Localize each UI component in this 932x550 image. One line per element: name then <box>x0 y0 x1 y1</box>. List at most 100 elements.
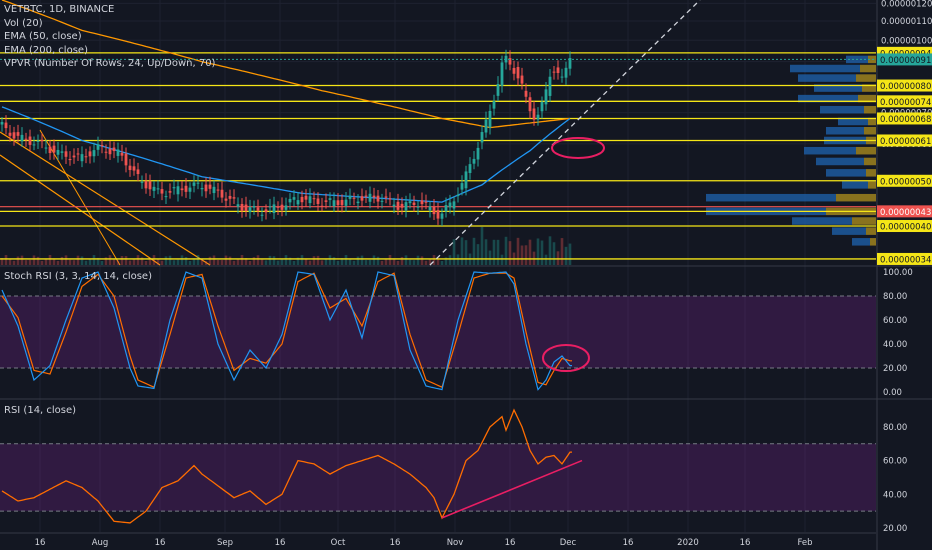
candle-body <box>320 205 324 207</box>
volume-bar <box>84 260 88 265</box>
candle-body <box>204 184 208 192</box>
rsi-title[interactable]: RSI (14, close) <box>4 405 77 416</box>
candle-body <box>372 195 376 198</box>
volume-bar <box>464 240 468 265</box>
candle-body <box>432 206 436 215</box>
volume-bar <box>88 258 92 265</box>
volume-bar <box>424 260 428 265</box>
candle-body <box>52 145 56 153</box>
volume-bar <box>64 255 68 265</box>
volume-bar <box>456 254 460 265</box>
candle-body <box>260 214 264 216</box>
candle-body <box>284 205 288 210</box>
volume-bar <box>192 258 196 265</box>
candle-body <box>296 200 300 205</box>
volume-bar <box>560 238 564 265</box>
volume-bar <box>260 259 264 265</box>
stoch-rsi-title[interactable]: Stoch RSI (3, 3, 14, 14, close) <box>4 271 152 282</box>
volume-bar <box>388 255 392 265</box>
vpvr-down-bar <box>860 64 876 73</box>
volume-bar <box>552 242 556 265</box>
candle-body <box>560 76 564 78</box>
price-level-badge-label: 0.00000034 <box>880 255 931 265</box>
candle-body <box>92 150 96 157</box>
candle-body <box>136 169 140 175</box>
candle-body <box>228 195 232 199</box>
candle-body <box>468 164 472 173</box>
volume-bar <box>68 259 72 265</box>
volume-bar <box>244 258 248 265</box>
volume-bar <box>116 260 120 265</box>
time-tick-label: 16 <box>275 538 286 548</box>
indicator-ema200[interactable]: EMA (200, close) <box>4 44 88 56</box>
vpvr-down-bar <box>868 117 876 126</box>
candle-body <box>344 199 348 206</box>
candle-body <box>208 184 212 189</box>
time-tick-label: Dec <box>560 538 577 548</box>
vpvr-up-bar <box>820 105 864 114</box>
candle-body <box>420 200 424 205</box>
candle-body <box>112 147 116 152</box>
volume-bar <box>304 259 308 265</box>
candle-body <box>428 206 432 211</box>
volume-bar <box>176 259 180 265</box>
price-level-badge-label: 0.00000050 <box>880 177 931 187</box>
candle-body <box>364 195 368 197</box>
volume-bar <box>16 256 20 265</box>
downtrend-line-lower <box>0 154 161 266</box>
price-tick-label: 0.00000100 <box>881 36 932 46</box>
volume-bar <box>104 257 108 265</box>
candle-body <box>484 119 488 133</box>
volume-bar <box>316 255 320 265</box>
price-level-badge <box>877 95 932 108</box>
candle-body <box>500 62 504 86</box>
candle-body <box>348 195 352 199</box>
candle-body <box>248 207 252 213</box>
volume-bar <box>156 258 160 265</box>
volume-bar <box>144 260 148 265</box>
volume-bar <box>412 260 416 265</box>
time-tick-label: 2020 <box>677 538 699 548</box>
stoch-tick-label: 0.00 <box>883 388 902 398</box>
volume-bar <box>384 258 388 265</box>
volume-bar <box>404 255 408 265</box>
candle-body <box>440 213 444 219</box>
time-tick-label: Nov <box>447 538 464 548</box>
volume-bar <box>360 255 364 265</box>
indicator-vpvr[interactable]: VPVR (Number Of Rows, 24, Up/Down, 70) <box>4 58 216 70</box>
candle-body <box>100 145 104 147</box>
vpvr-down-bar <box>870 238 876 246</box>
candle-body <box>108 148 112 155</box>
candle-body <box>552 71 556 73</box>
vpvr-down-bar <box>856 74 876 82</box>
volume-bar <box>140 257 144 265</box>
volume-bar <box>528 239 532 265</box>
time-tick-label: 16 <box>623 538 634 548</box>
volume-bar <box>4 255 8 265</box>
candle-body <box>156 188 160 190</box>
volume-bar <box>164 256 168 265</box>
volume-bar <box>160 260 164 265</box>
indicator-ema50[interactable]: EMA (50, close) <box>4 31 82 43</box>
volume-bar <box>12 260 16 265</box>
time-tick-label: 16 <box>505 538 516 548</box>
candle-body <box>20 134 24 142</box>
volume-bar <box>496 239 500 265</box>
vpvr-up-bar <box>798 94 858 103</box>
volume-bar <box>568 243 572 265</box>
volume-bar <box>216 259 220 265</box>
candle-body <box>56 149 60 155</box>
indicator-volume[interactable]: Vol (20) <box>4 17 43 29</box>
candle-body <box>524 90 528 97</box>
volume-bar <box>472 237 476 265</box>
last-price-badge <box>877 53 932 66</box>
vpvr-up-bar <box>852 238 870 246</box>
candle-body <box>28 136 32 145</box>
candle-body <box>140 181 144 183</box>
volume-bar <box>136 255 140 265</box>
volume-bar <box>364 260 368 265</box>
volume-bar <box>100 260 104 265</box>
candle-body <box>380 200 384 202</box>
candle-body <box>256 207 260 211</box>
candle-body <box>16 132 20 136</box>
